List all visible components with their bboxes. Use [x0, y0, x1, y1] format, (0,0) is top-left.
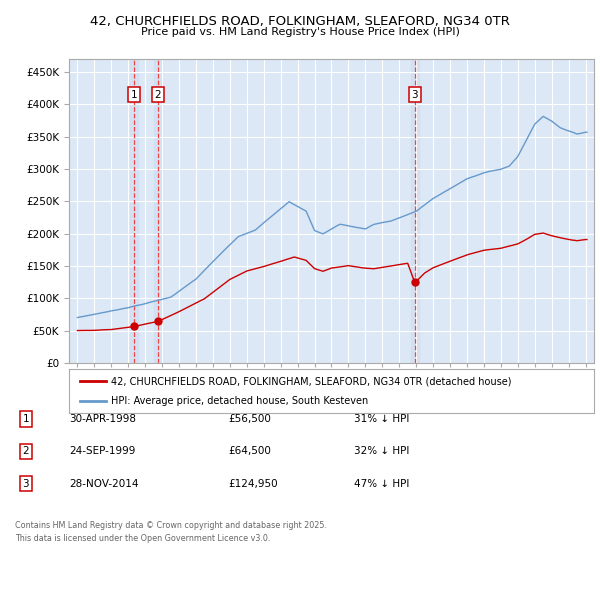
Bar [154, 59, 162, 363]
Text: 47% ↓ HPI: 47% ↓ HPI [354, 479, 409, 489]
Text: £64,500: £64,500 [228, 447, 271, 456]
Bar [410, 59, 419, 363]
Text: 3: 3 [22, 479, 29, 489]
Text: 42, CHURCHFIELDS ROAD, FOLKINGHAM, SLEAFORD, NG34 0TR (detached house): 42, CHURCHFIELDS ROAD, FOLKINGHAM, SLEAF… [111, 376, 511, 386]
Text: Contains HM Land Registry data © Crown copyright and database right 2025.: Contains HM Land Registry data © Crown c… [15, 521, 327, 530]
Text: Price paid vs. HM Land Registry's House Price Index (HPI): Price paid vs. HM Land Registry's House … [140, 27, 460, 37]
Text: This data is licensed under the Open Government Licence v3.0.: This data is licensed under the Open Gov… [15, 534, 271, 543]
Text: 30-APR-1998: 30-APR-1998 [69, 414, 136, 424]
Text: £124,950: £124,950 [228, 479, 278, 489]
Text: £56,500: £56,500 [228, 414, 271, 424]
Text: 32% ↓ HPI: 32% ↓ HPI [354, 447, 409, 456]
Text: 24-SEP-1999: 24-SEP-1999 [69, 447, 136, 456]
Text: 28-NOV-2014: 28-NOV-2014 [69, 479, 139, 489]
Text: HPI: Average price, detached house, South Kesteven: HPI: Average price, detached house, Sout… [111, 396, 368, 405]
Text: 1: 1 [22, 414, 29, 424]
Text: 3: 3 [412, 90, 418, 100]
Text: 31% ↓ HPI: 31% ↓ HPI [354, 414, 409, 424]
Text: 42, CHURCHFIELDS ROAD, FOLKINGHAM, SLEAFORD, NG34 0TR: 42, CHURCHFIELDS ROAD, FOLKINGHAM, SLEAF… [90, 15, 510, 28]
Bar [130, 59, 138, 363]
Text: 2: 2 [155, 90, 161, 100]
Text: 1: 1 [131, 90, 137, 100]
Text: 2: 2 [22, 447, 29, 456]
